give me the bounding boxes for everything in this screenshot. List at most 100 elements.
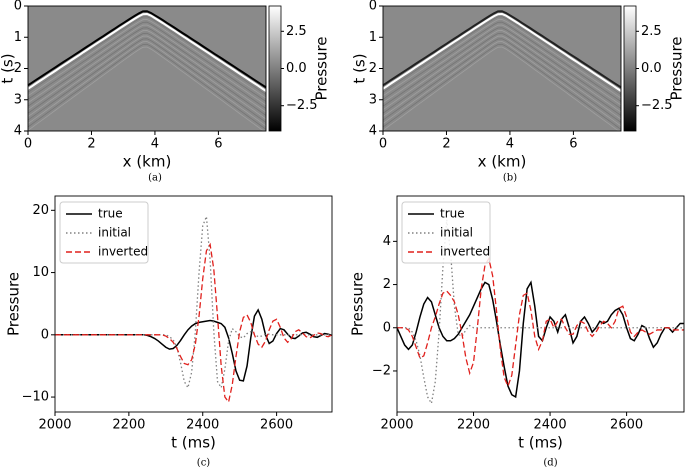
x-tick-label: 4 (151, 137, 159, 152)
x-tick-label: 0 (24, 137, 32, 152)
legend-label: inverted (440, 245, 490, 259)
wavefront (382, 30, 622, 113)
x-tick-label: 2 (442, 137, 450, 152)
series-line (397, 280, 684, 399)
legend-label: inverted (98, 245, 148, 259)
x-tick-label: 2200 (457, 418, 490, 433)
legend-box (59, 201, 149, 264)
wavefront (27, 38, 267, 123)
y-tick-label: −2 (372, 363, 391, 378)
wavefront (27, 24, 267, 106)
wavefront (27, 27, 267, 109)
wavefront (27, 43, 267, 130)
panel: true initial inverted 2000 2200 2400 2600 −10 0 1… (5, 195, 333, 469)
wavefront (27, 10, 267, 89)
legend-box (401, 201, 491, 264)
x-tick-label: 2400 (186, 418, 219, 433)
wavefront (27, 19, 267, 99)
wavefront (382, 24, 622, 106)
y-axis-label: Pressure (349, 272, 367, 336)
colorbar-tick-label: 2.5 (286, 24, 307, 39)
x-axis-label: t (ms) (518, 434, 563, 452)
wavefront (27, 16, 267, 95)
x-tick-label: 6 (569, 137, 577, 152)
caption: (d) (543, 458, 557, 469)
panel: true initial inverted 2000 2200 2400 2600 −2 0 2 4… (349, 195, 685, 469)
caption: (a) (148, 173, 162, 184)
colorbar-tick-label: 0.0 (641, 61, 662, 76)
colorbar-tick-label: −2.5 (286, 98, 318, 113)
y-tick-label: 4 (369, 124, 377, 139)
legend-label: true (98, 207, 123, 221)
y-axis-label: t (s) (351, 53, 369, 83)
colorbar-tick-label: 2.5 (641, 24, 662, 39)
y-tick-label: 10 (32, 265, 49, 280)
x-tick-label: 2600 (260, 418, 293, 433)
wavefront (27, 32, 267, 116)
colorbar (623, 5, 637, 132)
y-tick-label: 1 (14, 30, 22, 45)
wavefront (382, 38, 622, 123)
wavefront (382, 43, 622, 130)
y-tick-label: 3 (369, 92, 377, 107)
y-tick-label: 0 (383, 320, 391, 335)
x-tick-label: 2200 (112, 418, 145, 433)
y-axis-label: Pressure (5, 272, 23, 336)
wavefront (27, 30, 267, 113)
y-tick-label: 2 (383, 277, 391, 292)
y-tick-label: 2 (369, 61, 377, 76)
colorbar-label: Pressure (668, 36, 685, 100)
legend-label: true (440, 207, 465, 221)
axes-frame (54, 195, 333, 413)
wavefront (27, 12, 267, 92)
y-tick-label: 2 (14, 61, 22, 76)
wavefront (382, 21, 622, 102)
x-axis-label: t (ms) (171, 434, 216, 452)
x-tick-label: 2000 (380, 418, 413, 433)
legend-label: initial (98, 226, 131, 240)
y-tick-label: 0 (14, 0, 22, 14)
wavefront (27, 21, 267, 102)
caption: (c) (197, 458, 211, 469)
colorbar-tick-label: −2.5 (641, 98, 673, 113)
y-tick-label: 1 (369, 30, 377, 45)
wavefront (382, 12, 622, 92)
wavefront (382, 35, 622, 120)
colorbar-label: Pressure (313, 36, 331, 100)
wavefront (382, 46, 622, 132)
y-axis-label: t (s) (0, 53, 17, 83)
caption: (b) (503, 173, 517, 184)
series-line (55, 242, 332, 404)
y-tick-label: 0 (369, 0, 377, 14)
x-axis-label: x (km) (478, 153, 527, 171)
y-tick-label: −10 (22, 390, 49, 405)
wavefront (382, 10, 622, 89)
wavefront (382, 16, 622, 95)
y-tick-label: 20 (32, 203, 49, 218)
legend-label: initial (440, 226, 473, 240)
wavefront (382, 27, 622, 109)
y-tick-label: 3 (14, 92, 22, 107)
x-tick-label: 0 (379, 137, 387, 152)
wavefront (27, 35, 267, 120)
axes-frame (396, 195, 685, 413)
x-tick-label: 6 (214, 137, 222, 152)
y-tick-label: 0 (41, 327, 49, 342)
y-tick-label: 4 (14, 124, 22, 139)
x-tick-label: 2000 (38, 418, 71, 433)
x-tick-label: 2400 (534, 418, 567, 433)
wavefront (382, 41, 622, 127)
colorbar-tick-label: 0.0 (286, 61, 307, 76)
x-tick-label: 2 (87, 137, 95, 152)
colorbar (268, 5, 282, 132)
x-axis-label: x (km) (123, 153, 172, 171)
y-tick-label: 4 (383, 234, 391, 249)
series-line (397, 256, 684, 388)
wavefront (27, 46, 267, 132)
x-tick-label: 4 (506, 137, 514, 152)
wavefront (382, 19, 622, 99)
x-tick-label: 2600 (610, 418, 643, 433)
